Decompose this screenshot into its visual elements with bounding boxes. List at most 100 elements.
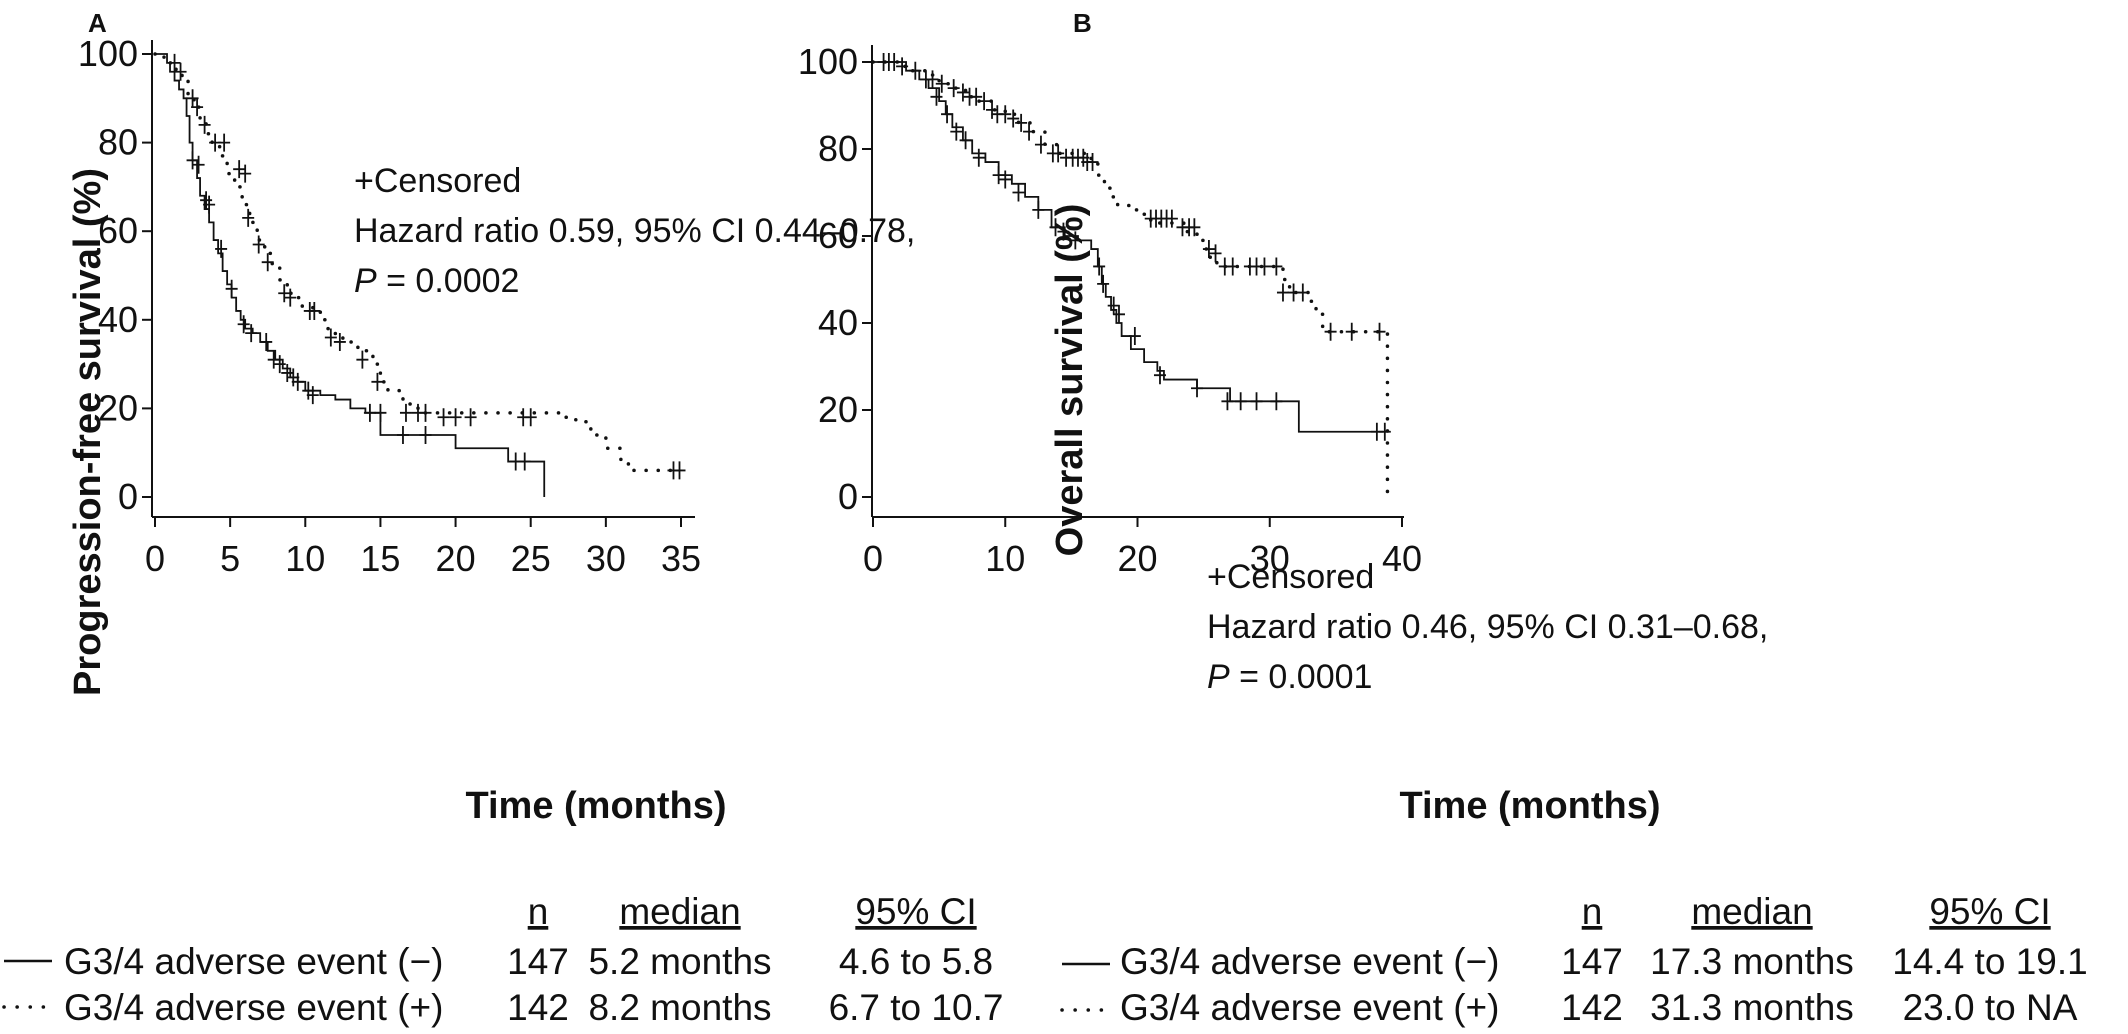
panel-a-legend-table: n median 95% CI G3/4 adverse event (−) 1… [2, 891, 1004, 1028]
panel-a-letter: A [88, 8, 107, 38]
panel-b-censor-mark [1221, 392, 1234, 411]
panel-b-censor-mark [1007, 109, 1020, 128]
panel-b-censor-mark [1093, 257, 1106, 276]
panel-b-censor-mark [1128, 327, 1141, 346]
panel-b-legend-table: n median 95% CI G3/4 adverse event (−) 1… [1060, 891, 2088, 1028]
panel-a-censor-mark [261, 253, 274, 272]
panel-a-x-tick-label: 0 [145, 538, 165, 579]
panel-a-censor-mark [356, 350, 369, 369]
panel-b-censor-mark [1188, 218, 1201, 237]
panel-a-censor-mark [464, 408, 477, 427]
panel-b-x-axis-title: Time (months) [1399, 785, 1660, 827]
panel-b-censor-mark [1153, 366, 1166, 385]
panel-b-censor-mark [1191, 379, 1204, 398]
panel-b-x-tick-label: 30 [1250, 538, 1290, 579]
panel-b-y-axis-title: Overall survival (%) [1049, 204, 1091, 557]
panel-a-y-tick-label: 80 [98, 122, 138, 163]
panel-a-censor-mark [225, 279, 238, 298]
panel-b-censor-mark [978, 92, 991, 111]
panel-b-censor-mark [999, 105, 1012, 124]
panel-b-censor-mark [1097, 274, 1110, 293]
panel-b-censor-mark [1209, 244, 1222, 263]
panel-b-censor-mark [1270, 392, 1283, 411]
panel-a-censor-mark [437, 408, 450, 427]
panel-b-censor-mark [1057, 222, 1070, 241]
legend-a-row1-n: 147 [507, 941, 569, 982]
panel-b-censor-mark [1234, 392, 1247, 411]
panel-b-censor-mark [959, 131, 972, 150]
panel-a-censor-mark [267, 350, 280, 369]
panel-b-censor-mark [935, 74, 948, 93]
panel-b-censor-mark [1202, 240, 1215, 259]
legend-b-row2-n: 142 [1561, 987, 1623, 1028]
panel-b-censor-mark [1345, 322, 1358, 341]
panel-b-censor-mark [1250, 392, 1263, 411]
panel-b-y-tick-label: 40 [818, 302, 858, 343]
panel-a-censor-mark [291, 372, 304, 391]
legend-a-row2-label: G3/4 adverse event (+) [64, 987, 443, 1028]
panel-a-censor-mark [203, 195, 216, 214]
panel-a-x-tick-label: 15 [360, 538, 400, 579]
panel-a-plot-area: 0 5 10 15 20 25 30 35 0 20 40 60 80 100 [78, 33, 701, 579]
panel-b-y-tick-label: 20 [818, 389, 858, 430]
panel-a-censor-mark [252, 235, 265, 254]
panel-b-censor-mark [1373, 322, 1386, 341]
legend-b-row2-median: 31.3 months [1650, 987, 1854, 1028]
panel-b-censor-mark [1276, 283, 1289, 302]
legend-a-row1-ci: 4.6 to 5.8 [839, 941, 993, 982]
panel-a-p-label: P [354, 262, 377, 300]
panel-a-censor-mark [306, 386, 319, 405]
panel-a-y-axis-title: Progression-free survival (%) [67, 168, 109, 696]
legend-b-row1-n: 147 [1561, 941, 1623, 982]
panel-a-hazard-ratio: Hazard ratio 0.59, 95% CI 0.44–0.78, [354, 212, 915, 250]
panel-b-censor-mark [941, 105, 954, 124]
panel-b-censor-mark [956, 83, 969, 102]
panel-b-censor-mark [896, 57, 909, 76]
legend-b-row2-ci: 23.0 to NA [1903, 987, 2078, 1028]
panel-b-censor-mark [1032, 200, 1045, 219]
panel-b-plot-area: 0 10 20 30 40 0 20 40 60 80 100 [798, 41, 1422, 579]
panel-a-censor-mark [215, 239, 228, 258]
panel-b-censor-mark [1069, 231, 1082, 250]
panel-b-censor-mark [1226, 257, 1239, 276]
panel-b-x-tick-label: 20 [1117, 538, 1157, 579]
panel-a-censor-mark [363, 403, 376, 422]
panel-b-censor-mark [972, 148, 985, 167]
panel-b: B 0 10 20 30 40 0 20 40 60 80 100 Time (months) Ov… [798, 8, 1768, 827]
panel-a-censor-mark [218, 133, 231, 152]
panel-a-y-tick-label: 100 [78, 33, 138, 74]
panel-b-censor-mark [1270, 257, 1283, 276]
panel-a-censor-mark [233, 160, 246, 179]
panel-a-censor-mark [333, 332, 346, 351]
panel-a-censor-mark [673, 461, 686, 480]
legend-a-header-median: median [619, 891, 740, 932]
panel-b-letter: B [1073, 8, 1092, 38]
panel-b-x-tick-label: 40 [1382, 538, 1422, 579]
legend-b-row1-ci: 14.4 to 19.1 [1892, 941, 2087, 982]
panel-a-x-tick-label: 25 [511, 538, 551, 579]
panel-a-x-axis-title: Time (months) [465, 785, 726, 827]
panel-b-censor-mark [1165, 209, 1178, 228]
panel-b-x-tick-label: 10 [985, 538, 1025, 579]
legend-a-row2-ci: 6.7 to 10.7 [829, 987, 1004, 1028]
panel-b-censor-mark [1296, 283, 1309, 302]
panel-a-censor-mark [273, 355, 286, 374]
panel-a-censor-mark [174, 62, 187, 81]
panel-b-censor-mark [992, 166, 1005, 185]
panel-b-censor-mark [1086, 153, 1099, 172]
panel-b-y-tick-label: 80 [818, 128, 858, 169]
panel-b-censor-mark [950, 122, 963, 141]
panel-a-censor-mark [419, 425, 432, 444]
panel-a-censor-mark [242, 208, 255, 227]
panel-a-p-value: P = 0.0002 [354, 262, 519, 300]
panel-a-x-tick-label: 30 [586, 538, 626, 579]
panel-a-censor-mark [237, 315, 250, 334]
panel-a-censor-mark [419, 403, 432, 422]
panel-a: A 0 5 10 15 20 25 30 35 0 20 40 60 80 100 Time (month… [67, 8, 915, 827]
panel-a-censor-mark [449, 408, 462, 427]
panel-b-censor-mark [930, 87, 943, 106]
panel-a-y-tick-label: 60 [98, 210, 138, 251]
panel-b-y-tick-label: 100 [798, 41, 858, 82]
panel-b-censor-mark [1034, 135, 1047, 154]
panel-b-hazard-ratio: Hazard ratio 0.46, 95% CI 0.31–0.68, [1207, 608, 1768, 646]
